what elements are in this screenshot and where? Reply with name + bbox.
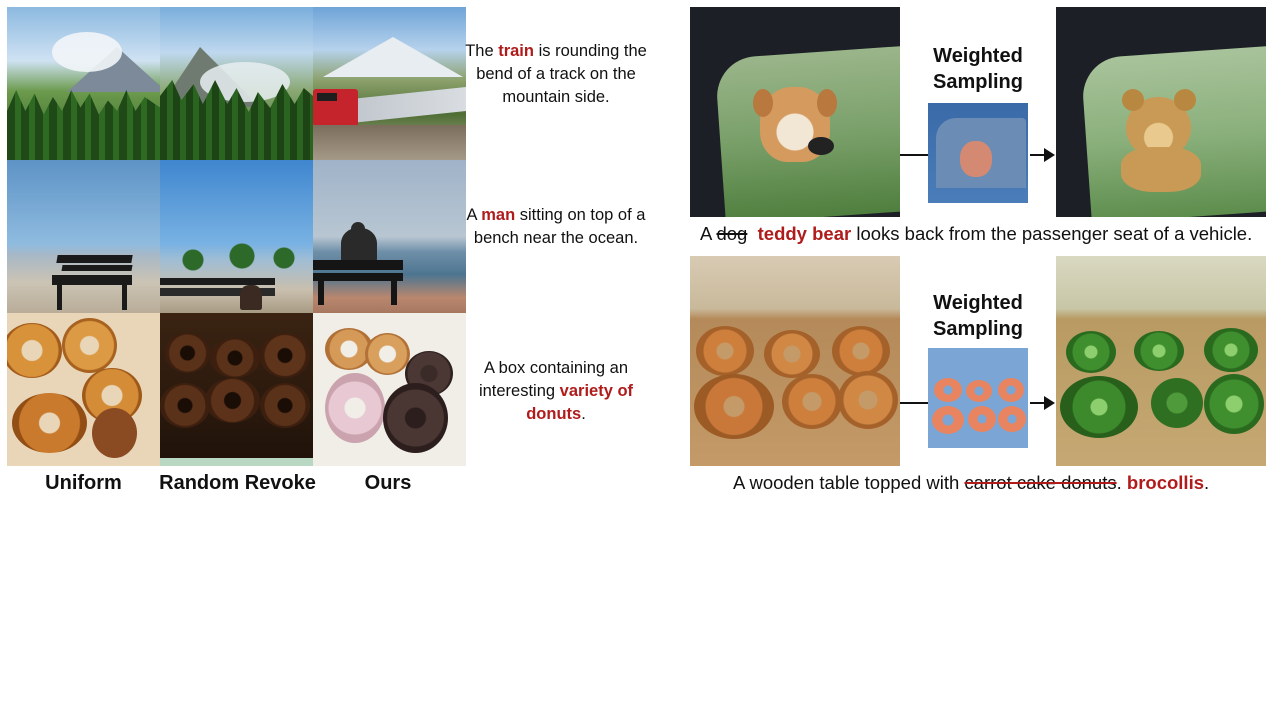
weighted-sampling-map-dog [928, 103, 1028, 203]
caption-man-pre: A [466, 206, 482, 224]
grid-image-random-revoke-man [160, 160, 313, 313]
edit-sentence-2-pre: A wooden table topped with [733, 472, 965, 493]
arrowhead-icon [1044, 148, 1055, 162]
column-label-ours: Ours [364, 472, 412, 494]
caption-donuts-post: . [581, 405, 586, 423]
grid-image-ours-train [313, 7, 466, 160]
grid-image-uniform-man [7, 160, 160, 313]
edit-result-image-brocollis [1056, 256, 1266, 466]
edit-sentence-2: A wooden table topped with carrot cake d… [733, 472, 1209, 494]
edit-source-image-dog [690, 7, 900, 217]
arrow-line-2a [900, 402, 928, 404]
edit-sentence-2-struck: carrot cake donuts [964, 472, 1117, 493]
grid-image-uniform-train [7, 7, 160, 160]
caption-train-highlight: train [498, 42, 534, 60]
grid-image-ours-man [313, 160, 466, 313]
weighted-sampling-map-donuts [928, 348, 1028, 448]
caption-man-highlight: man [481, 206, 516, 224]
edit-sentence-1-replacement: teddy bear [757, 223, 852, 244]
edit-source-image-donuts [690, 256, 900, 466]
edit-sentence-1-struck: dog [716, 223, 748, 244]
weighted-sampling-label-2: Weighted Sampling [932, 292, 1023, 340]
grid-image-ours-donuts [313, 313, 466, 466]
edit-result-image-teddy-bear [1056, 7, 1266, 217]
arrowhead-icon [1044, 396, 1055, 410]
grid-image-random-revoke-donuts [160, 313, 313, 466]
edit-sentence-1: A dog teddy bear looks back from the pas… [700, 223, 1252, 245]
grid-image-uniform-donuts [7, 313, 160, 466]
edit-sentence-2-replacement: brocollis [1126, 472, 1205, 493]
caption-donuts: A box containing an interesting variety … [461, 357, 651, 426]
caption-train: The train is rounding the bend of a trac… [461, 40, 651, 109]
arrow-line-1a [900, 154, 928, 156]
caption-train-post: is rounding the bend of a track on the m… [476, 42, 647, 106]
weighted-sampling-label-1: Weighted Sampling [932, 45, 1023, 93]
caption-donuts-pre: A box containing an interesting [478, 359, 629, 400]
caption-train-pre: The [465, 42, 499, 60]
edit-sentence-1-post: looks back from the passenger seat of a … [851, 223, 1253, 244]
caption-donuts-highlight: variety of donuts [526, 382, 634, 423]
arrow-line-1b [1030, 154, 1050, 156]
caption-man-post: sitting on top of a bench near the ocean… [473, 206, 646, 247]
caption-man: A man sitting on top of a bench near the… [461, 204, 651, 250]
edit-sentence-1-pre: A [700, 223, 717, 244]
grid-image-random-revoke-train [160, 7, 313, 160]
edit-sentence-2-dot: . [1116, 472, 1122, 493]
edit-sentence-2-post: . [1204, 472, 1210, 493]
column-label-random-revoke: Random Revoke [159, 472, 316, 494]
column-label-uniform: Uniform [45, 472, 122, 494]
arrow-line-2b [1030, 402, 1050, 404]
